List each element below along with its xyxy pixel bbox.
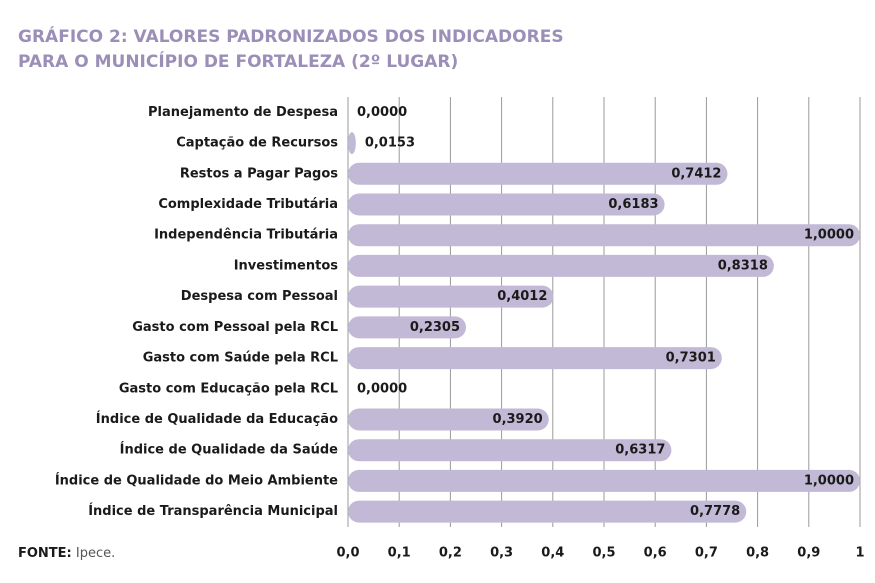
category-label: Índice de Qualidade da Educação xyxy=(96,411,338,427)
data-label: 0,0153 xyxy=(365,136,415,151)
x-tick-label: 0,8 xyxy=(746,546,769,561)
data-label: 0,6317 xyxy=(615,443,665,458)
bar xyxy=(348,316,467,339)
category-label: Independência Tributária xyxy=(154,228,338,243)
data-label: 0,7412 xyxy=(671,166,721,181)
bar xyxy=(348,439,672,462)
chart-title: GRÁFICO 2: VALORES PADRONIZADOS DOS INDI… xyxy=(18,25,564,47)
bar xyxy=(348,285,554,308)
category-label: Gasto com Pessoal pela RCL xyxy=(132,320,338,335)
x-tick-label: 0,3 xyxy=(490,546,513,561)
data-label: 0,3920 xyxy=(493,412,543,427)
category-label: Despesa com Pessoal xyxy=(181,289,338,304)
category-label: Captação de Recursos xyxy=(176,136,338,151)
x-tick-label: 0,4 xyxy=(541,546,564,561)
data-label: 0,7778 xyxy=(690,504,740,519)
bar xyxy=(348,162,728,185)
source: FONTE: Ipece. xyxy=(18,546,115,561)
data-label: 1,0000 xyxy=(804,473,854,488)
chart-title: PARA O MUNICÍPIO DE FORTALEZA (2º LUGAR) xyxy=(18,50,458,72)
category-label: Gasto com Saúde pela RCL xyxy=(143,351,338,366)
data-label: 0,4012 xyxy=(497,289,547,304)
x-tick-label: 0,5 xyxy=(592,546,615,561)
data-label: 1,0000 xyxy=(804,228,854,243)
x-tick-label: 0,6 xyxy=(644,546,667,561)
x-tick-label: 0,1 xyxy=(388,546,411,561)
data-label: 0,0000 xyxy=(357,105,407,120)
category-label: Planejamento de Despesa xyxy=(148,105,338,120)
bar xyxy=(348,193,665,216)
x-tick-label: 0,7 xyxy=(695,546,718,561)
category-label: Índice de Transparência Municipal xyxy=(88,503,338,519)
x-tick-label: 0,9 xyxy=(797,546,820,561)
source-label: FONTE: xyxy=(18,546,72,561)
x-tick-label: 0,2 xyxy=(439,546,462,561)
data-label: 0,7301 xyxy=(666,351,716,366)
data-label: 0,6183 xyxy=(608,197,658,212)
category-label: Gasto com Educação pela RCL xyxy=(119,381,338,396)
category-label: Índice de Qualidade da Saúde xyxy=(120,442,339,458)
category-label: Restos a Pagar Pagos xyxy=(180,166,338,181)
bar xyxy=(348,224,860,247)
x-tick-label: 1 xyxy=(855,546,864,561)
category-label: Investimentos xyxy=(234,258,339,273)
source-text: Ipece. xyxy=(76,546,115,561)
bar xyxy=(348,132,356,155)
data-label: 0,8318 xyxy=(718,258,768,273)
bar xyxy=(348,347,722,370)
bar xyxy=(348,254,774,277)
category-label: Complexidade Tributária xyxy=(158,197,338,212)
bar xyxy=(348,469,860,492)
category-label: Índice de Qualidade do Meio Ambiente xyxy=(55,472,338,488)
data-label: 0,0000 xyxy=(357,381,407,396)
bar xyxy=(348,500,747,523)
bar xyxy=(348,408,549,431)
x-tick-label: 0,0 xyxy=(336,546,359,561)
data-label: 0,2305 xyxy=(410,320,460,335)
